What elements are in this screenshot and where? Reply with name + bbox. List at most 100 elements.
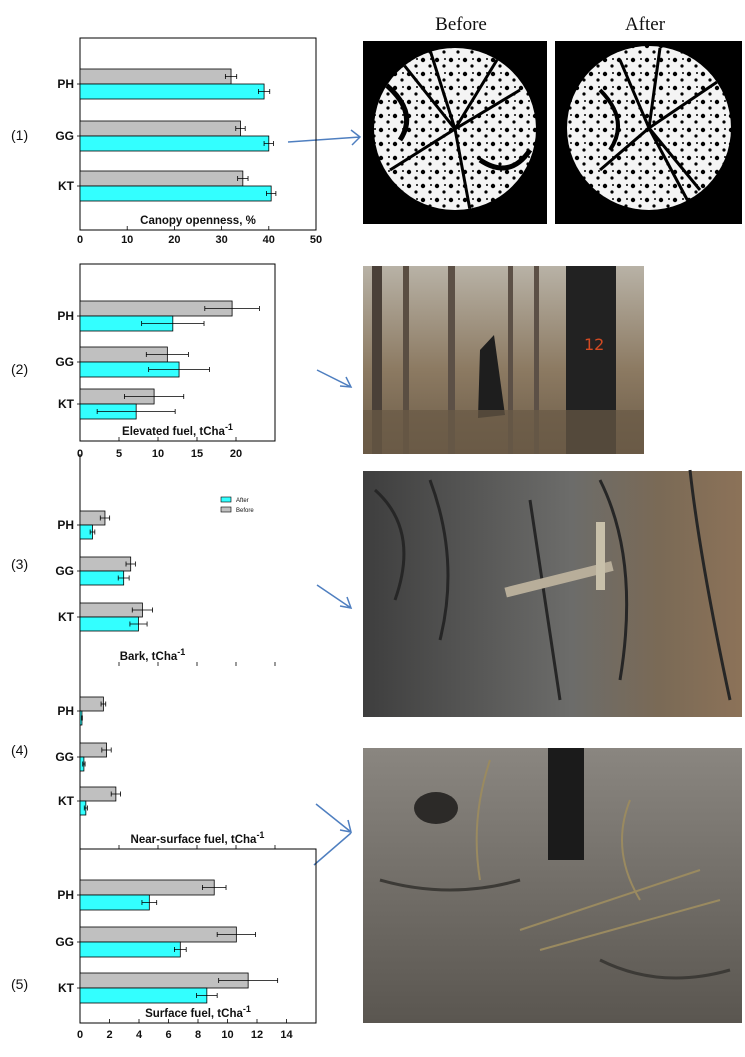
canopy-photo-before xyxy=(363,41,547,224)
errorbar-before-ph xyxy=(202,885,227,890)
errorbar-before-kt xyxy=(124,394,185,399)
x-axis-label: Bark, tCha-1 xyxy=(120,647,186,663)
panel-label: (4) xyxy=(11,742,28,758)
canopy-photo-after xyxy=(555,41,742,224)
x-tick-label: 40 xyxy=(263,234,275,246)
bark-photo xyxy=(363,469,742,717)
legend-swatch-before xyxy=(220,506,232,513)
category-label: GG xyxy=(55,750,74,764)
bar-after-gg xyxy=(79,135,270,152)
x-tick-label: 0 xyxy=(77,1029,83,1041)
bar-before-kt xyxy=(79,170,244,187)
errorbar-after-ph xyxy=(258,89,271,94)
errorbar-after-kt xyxy=(83,805,88,811)
bar-after-gg xyxy=(79,570,125,586)
errorbar-after-gg xyxy=(174,947,187,952)
errorbar-before-kt xyxy=(131,607,153,613)
errorbar-after-ph xyxy=(141,900,158,905)
bar-after-gg xyxy=(79,941,181,958)
x-tick-label: 10 xyxy=(152,448,164,460)
errorbar-after-ph xyxy=(81,715,83,721)
arrow-4 xyxy=(315,803,353,833)
x-tick-label: 10 xyxy=(221,1029,233,1041)
x-tick-label: 5 xyxy=(116,448,122,460)
arrow-3 xyxy=(316,584,353,609)
chart-panel-5: (5) PH GG KT 0 2 4 6 8 10 12 14 Surface fuel, tCha-1 xyxy=(11,848,317,1041)
panel-label: (2) xyxy=(11,361,28,377)
bar-before-gg xyxy=(79,120,241,137)
x-axis-label: Surface fuel, tCha-1 xyxy=(145,1004,251,1020)
category-label: PH xyxy=(57,704,74,718)
legend: After Before xyxy=(220,496,254,514)
panel-label: (5) xyxy=(11,976,28,992)
category-label: PH xyxy=(57,888,74,902)
legend-label-before: Before xyxy=(236,508,254,514)
category-label: KT xyxy=(58,610,75,624)
bar-before-gg xyxy=(79,556,132,572)
errorbar-before-gg xyxy=(235,126,246,131)
errorbar-after-kt xyxy=(129,621,148,627)
errorbar-after-gg xyxy=(263,141,274,146)
x-axis-label: Near-surface fuel, tCha-1 xyxy=(131,830,265,846)
x-tick-label: 15 xyxy=(191,448,203,460)
bar-before-kt xyxy=(79,786,117,802)
legend-swatch-after xyxy=(220,496,232,503)
x-axis-label: Elevated fuel, tCha-1 xyxy=(122,422,233,438)
errorbar-after-kt xyxy=(196,993,218,998)
errorbar-before-ph xyxy=(99,515,111,521)
x-tick-label: 4 xyxy=(136,1029,143,1041)
forest-photo: 12 xyxy=(363,266,644,454)
errorbar-after-kt xyxy=(266,191,277,196)
category-label: KT xyxy=(58,981,75,995)
errorbar-after-gg xyxy=(117,575,130,581)
arrow-2 xyxy=(316,369,353,388)
x-axis-label: Canopy openness, % xyxy=(140,215,256,227)
category-label: GG xyxy=(55,564,74,578)
errorbar-before-gg xyxy=(216,932,256,937)
category-label: KT xyxy=(58,179,75,193)
errorbar-before-kt xyxy=(237,176,249,181)
category-label: GG xyxy=(55,129,74,143)
chart-panel-1: (1) PH GG KT 0 10 20 30 40 50 Canopy openness, % xyxy=(11,37,322,246)
x-tick-label: 20 xyxy=(168,234,180,246)
bar-after-kt xyxy=(79,185,272,202)
errorbar-after-ph xyxy=(89,529,96,535)
errorbar-after-gg xyxy=(148,367,210,372)
errorbar-before-gg xyxy=(145,352,189,357)
errorbar-after-kt xyxy=(96,409,176,414)
arrow-1 xyxy=(287,129,362,146)
before-label: Before xyxy=(435,14,487,35)
bar-after-kt xyxy=(79,987,208,1004)
x-tick-label: 6 xyxy=(165,1029,171,1041)
category-label: KT xyxy=(58,794,75,808)
category-label: KT xyxy=(58,397,75,411)
bar-before-gg xyxy=(79,926,237,943)
bar-after-ph xyxy=(79,894,150,911)
x-tick-label: 0 xyxy=(77,234,83,246)
chart-panel-4: (4) PH GG KT Near-surface fuel, tCha-1 xyxy=(11,666,276,849)
x-tick-label: 14 xyxy=(280,1029,293,1041)
x-tick-label: 50 xyxy=(310,234,322,246)
category-label: GG xyxy=(55,935,74,949)
panel-label: (3) xyxy=(11,556,28,572)
errorbar-before-kt xyxy=(218,978,279,983)
category-label: PH xyxy=(57,77,74,91)
x-tick-label: 30 xyxy=(215,234,227,246)
errorbar-before-ph xyxy=(224,74,238,79)
errorbar-before-kt xyxy=(110,791,121,797)
bar-before-ph xyxy=(79,879,215,896)
burnt-ground-photo xyxy=(363,748,742,1023)
errorbar-after-ph xyxy=(141,321,205,326)
x-tick-label: 8 xyxy=(195,1029,201,1041)
errorbar-before-ph xyxy=(100,701,107,707)
chart-panel-2: (2)PHGGKT05101520Elevated fuel, tCha-1 xyxy=(11,263,276,460)
errorbar-before-gg xyxy=(125,561,136,567)
bar-before-ph xyxy=(79,68,232,85)
category-label: PH xyxy=(57,518,74,532)
x-tick-label: 20 xyxy=(230,448,242,460)
svg-text:12: 12 xyxy=(584,335,604,354)
x-tick-label: 10 xyxy=(121,234,133,246)
errorbar-before-ph xyxy=(204,306,260,311)
